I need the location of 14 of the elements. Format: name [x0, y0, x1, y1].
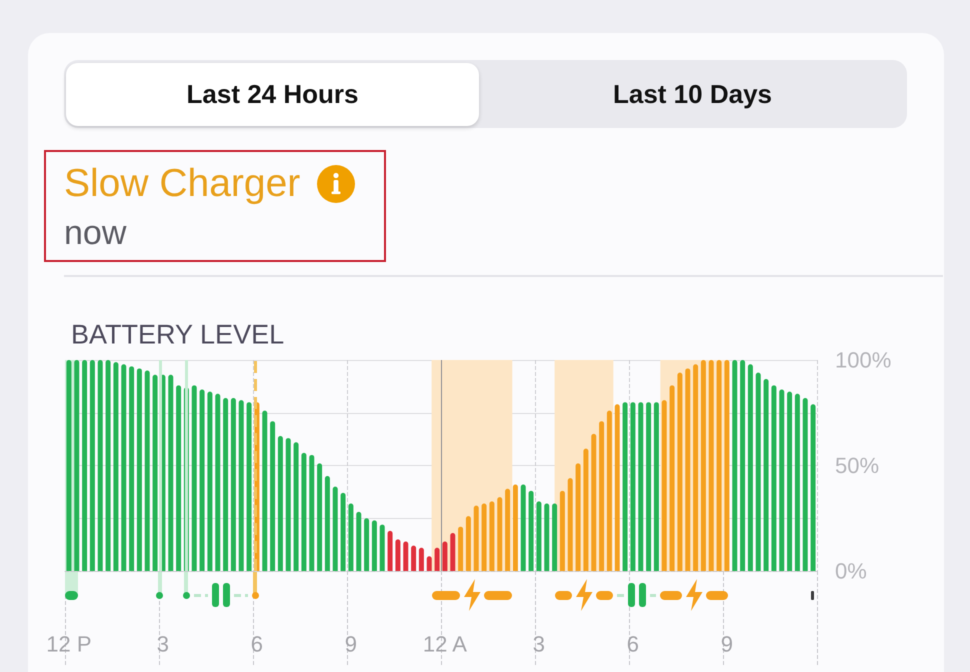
- x-tick-label: 3: [156, 632, 170, 656]
- x-tick-label: 3: [532, 632, 546, 656]
- x-tick-label: 6: [250, 632, 264, 656]
- y-tick-label: 0%: [835, 558, 867, 584]
- x-tick-label: 6: [626, 632, 640, 656]
- x-tick-label: 12 P: [46, 632, 92, 656]
- text: Slow Charger: [64, 162, 300, 205]
- y-tick-label: 100%: [835, 348, 892, 372]
- text: now: [64, 214, 126, 252]
- x-tick-label: 9: [344, 632, 358, 656]
- x-tick-label: 9: [720, 632, 734, 656]
- chart-title: BATTERY LEVEL: [71, 320, 284, 350]
- y-tick-label: 50%: [835, 453, 880, 478]
- x-tick-label: 12 A: [422, 632, 468, 656]
